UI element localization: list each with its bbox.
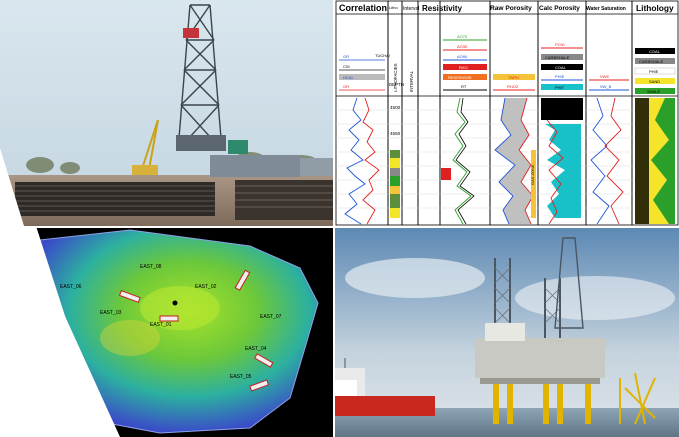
litho-sand: SAND — [649, 79, 660, 84]
curve-label-gr: GR — [343, 54, 349, 59]
curve-label-sw-b: SW_B — [600, 84, 612, 89]
well-log-svg: Correlation Litho Interval Resistivity R… — [335, 0, 679, 226]
track-title-interval: Interval — [403, 6, 419, 12]
depth-4500: 4500 — [390, 105, 401, 110]
well-label-2: EAST_03 — [100, 310, 122, 316]
curve-label-rxo: RXO — [459, 65, 468, 70]
well-label-7: EAST_08 — [140, 264, 162, 270]
track-title-lithology: Lithology — [636, 3, 674, 13]
curve-label-ao30: AO30 — [457, 44, 468, 49]
track-title-calc-porosity: Calc Porosity — [539, 5, 580, 12]
curve-label-swe: SWE — [600, 74, 609, 79]
lithofacies-label: LITHOFACIES — [393, 63, 398, 92]
litho-coal: COAL — [649, 49, 661, 54]
curve-label-tnph: TNPH — [508, 75, 519, 80]
reservoir-map: EAST_01 EAST_02 EAST_03 EAST_04 EAST_05 … — [0, 228, 333, 437]
track-title-correlation: Correlation — [339, 3, 387, 13]
curve-label-rhoz: RHOZ — [507, 84, 519, 89]
litho-carbshale: CARBSHALE — [639, 59, 664, 64]
well-label-6: EAST_07 — [260, 314, 282, 320]
well-label-4: EAST_05 — [230, 374, 252, 380]
land-rig-photo — [0, 0, 333, 226]
interval-label: INTERVAL — [409, 70, 414, 92]
well-label-3: EAST_04 — [245, 346, 267, 352]
track-title-resistivity: Resistivity — [422, 4, 463, 13]
well-label-5: EAST_06 — [60, 284, 82, 290]
curve-label-phie: PHIE — [555, 74, 565, 79]
well-label-0: EAST_01 — [150, 322, 172, 328]
curve-label-carbshale: CARBSHALE — [545, 55, 570, 60]
curve-label-pcni: PCNI — [555, 42, 565, 47]
well-log-panel: Correlation Litho Interval Resistivity R… — [335, 0, 679, 226]
curve-label-gr-2: GR — [343, 84, 349, 89]
curve-label-ao70: AO70 — [457, 34, 468, 39]
offshore-rig-photo — [335, 228, 679, 437]
track-title-raw-porosity: Raw Porosity — [490, 5, 532, 12]
curve-label-tuchai: TUCHAI — [375, 53, 390, 58]
well-label-1: EAST_02 — [195, 284, 217, 290]
curve-label-rt: RT — [461, 84, 467, 89]
depth-label: DEPTH — [389, 82, 404, 87]
curve-label-phit: PHIT — [555, 85, 565, 90]
curve-label-csi: CSI — [343, 64, 350, 69]
curve-label-ao90: AO90 — [457, 54, 468, 59]
litho-phie: PHIE — [649, 69, 659, 74]
curve-label-hcal: HCAL — [343, 75, 354, 80]
gas-zone-label: GAS ZONE — [530, 164, 535, 185]
depth-4550: 4550 — [390, 131, 401, 136]
track-title-litho: Litho — [389, 5, 398, 10]
curve-label-reservoir: RESERVOIR — [448, 75, 472, 80]
litho-shale: SHALE — [647, 89, 660, 94]
curve-label-coal: COAL — [555, 65, 567, 70]
track-title-water-saturation: Water Saturation — [586, 6, 626, 12]
